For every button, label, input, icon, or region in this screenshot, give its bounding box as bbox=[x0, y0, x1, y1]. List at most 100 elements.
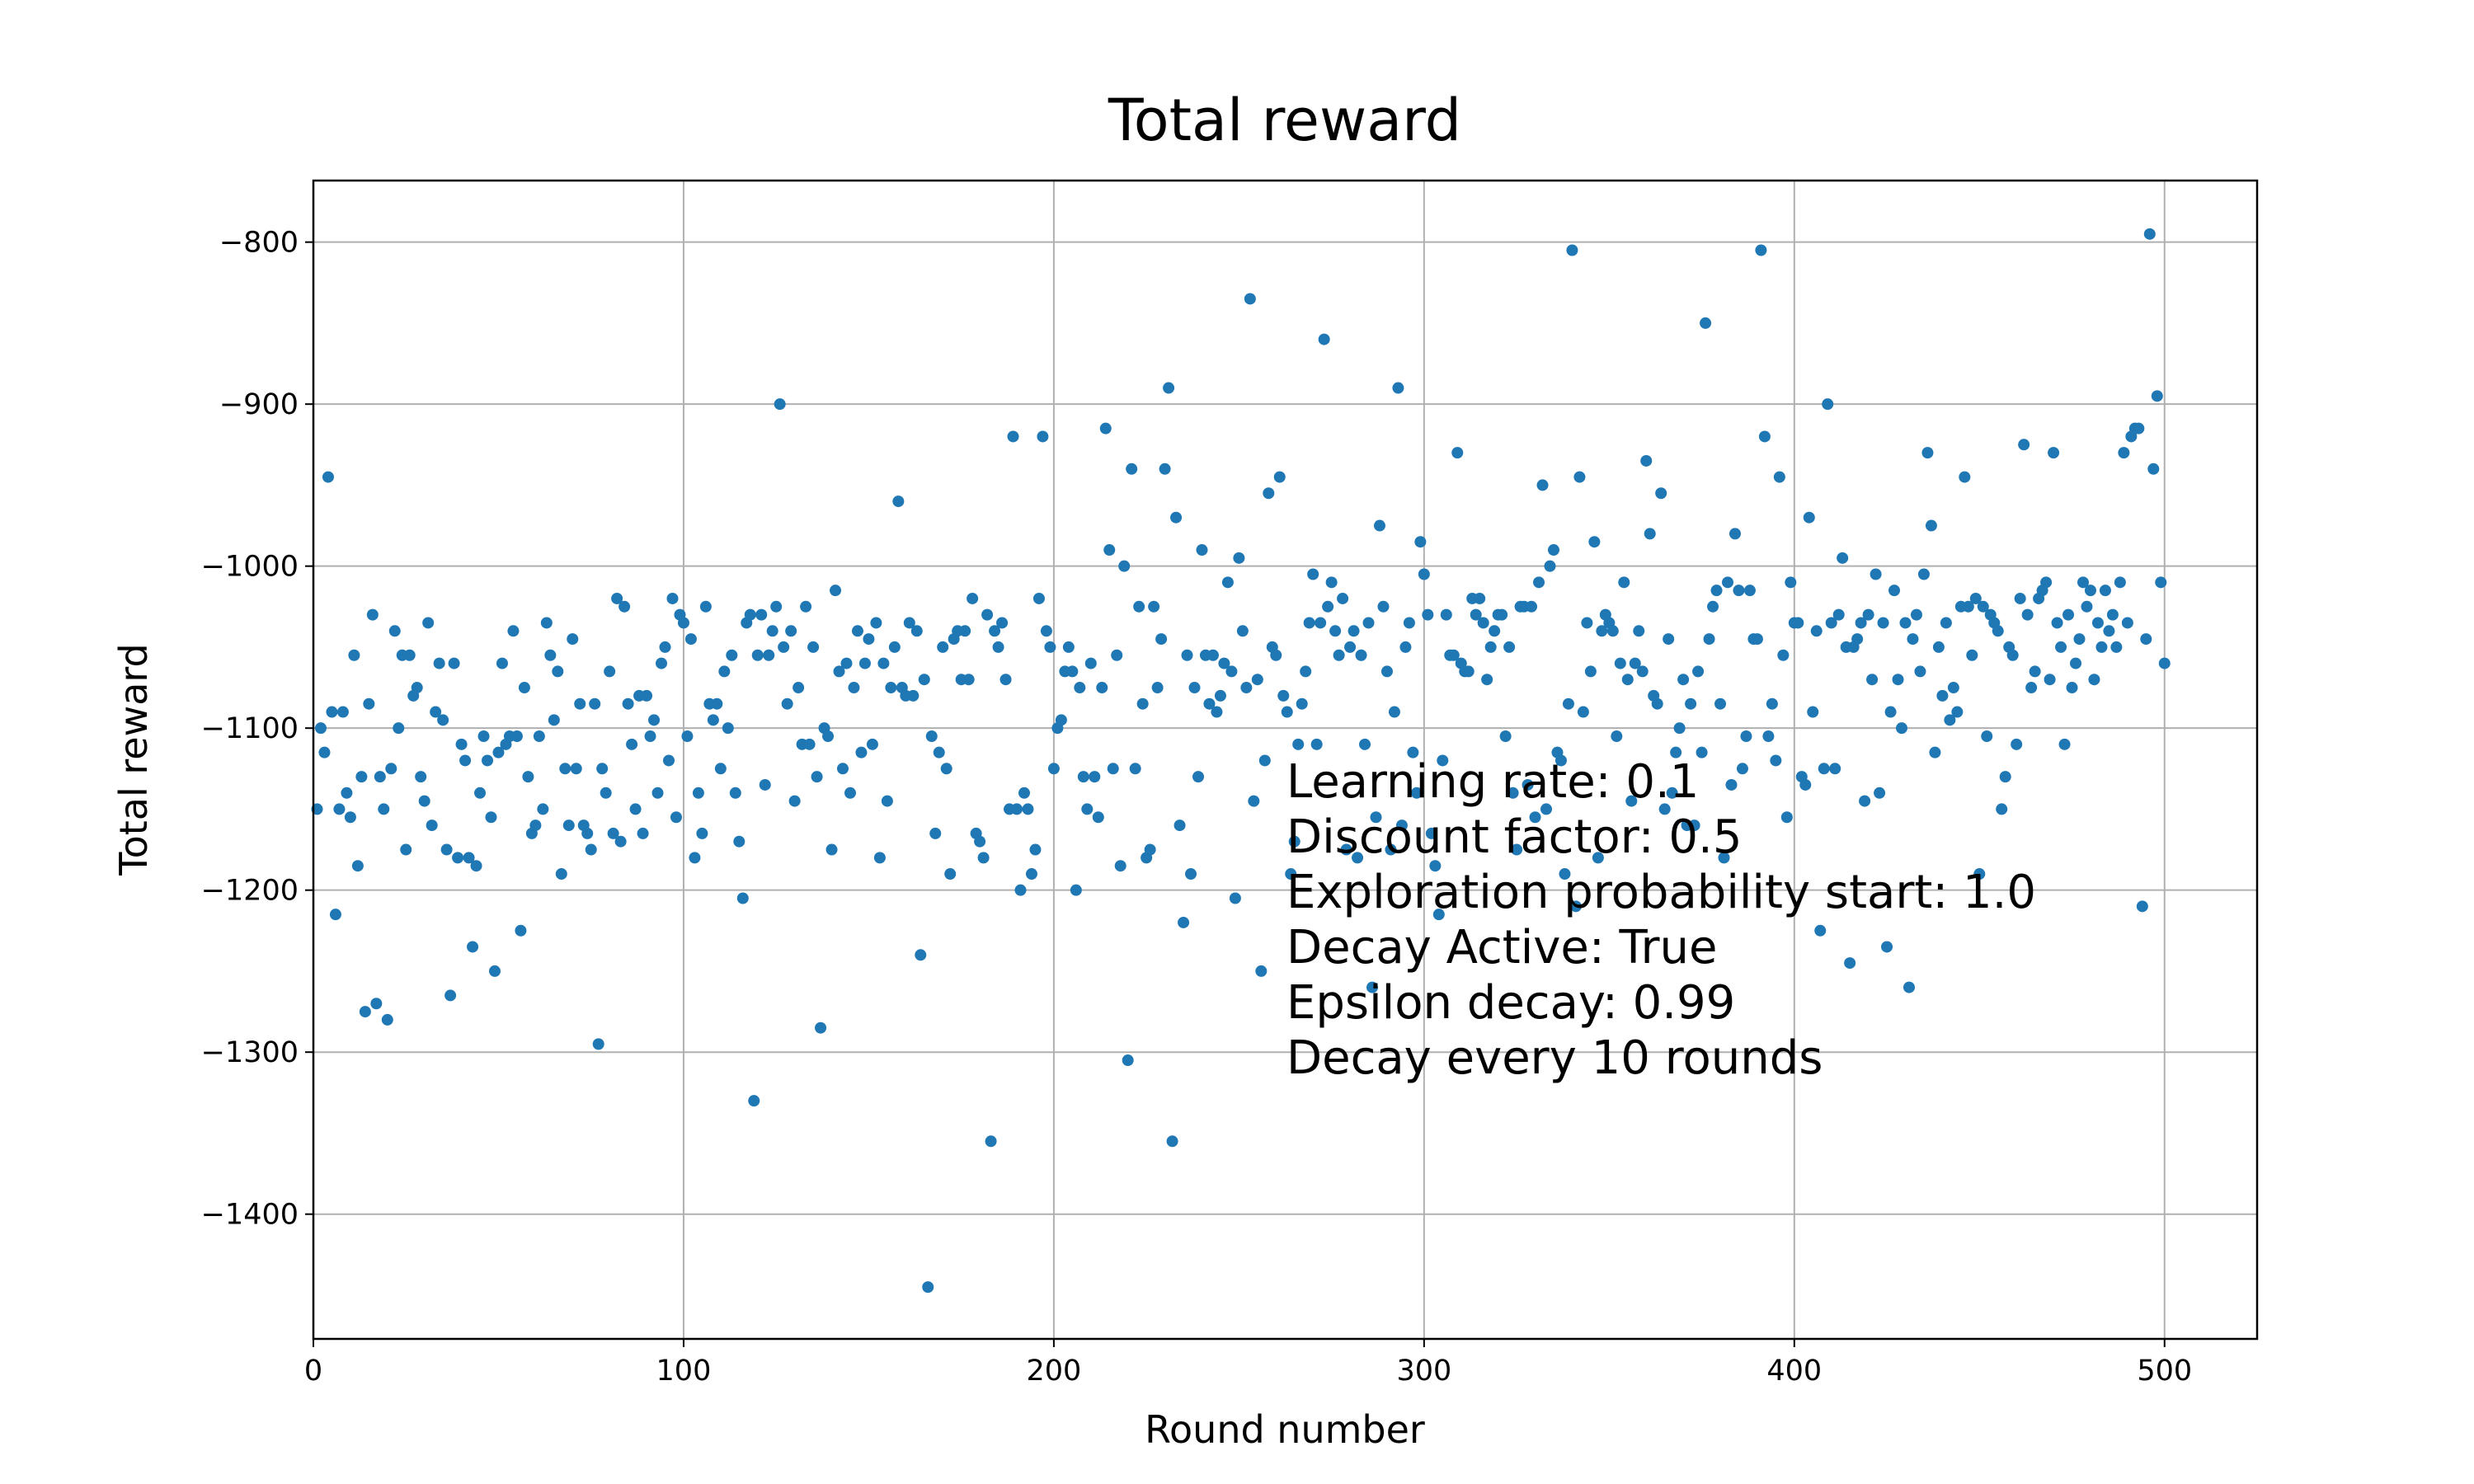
data-point bbox=[426, 819, 438, 832]
data-point bbox=[711, 697, 723, 710]
data-point bbox=[2055, 641, 2067, 653]
data-point bbox=[1721, 576, 1733, 589]
data-point bbox=[600, 787, 612, 799]
data-point bbox=[326, 706, 338, 718]
data-point bbox=[1392, 382, 1404, 394]
data-point bbox=[1474, 592, 1486, 604]
data-point bbox=[1577, 706, 1589, 718]
data-point bbox=[482, 754, 494, 767]
data-point bbox=[692, 787, 704, 799]
y-tick-label: −900 bbox=[219, 388, 299, 421]
data-point bbox=[1429, 860, 1442, 872]
data-point bbox=[1725, 778, 1738, 791]
data-point bbox=[1081, 803, 1094, 815]
data-point bbox=[1103, 544, 1116, 556]
data-point bbox=[1118, 560, 1131, 572]
data-point bbox=[322, 471, 334, 483]
data-point bbox=[1584, 665, 1597, 678]
data-point bbox=[1677, 674, 1690, 686]
data-point bbox=[833, 665, 845, 678]
data-point bbox=[915, 949, 927, 961]
data-point bbox=[1288, 835, 1300, 848]
data-point bbox=[1432, 909, 1445, 921]
data-point bbox=[1236, 625, 1249, 637]
data-point bbox=[351, 860, 364, 872]
data-point bbox=[1707, 600, 1719, 613]
data-point bbox=[318, 746, 331, 758]
y-tick-label: −1200 bbox=[201, 875, 299, 908]
data-point bbox=[1814, 924, 1827, 937]
data-point bbox=[1218, 657, 1230, 669]
data-point bbox=[1077, 771, 1089, 783]
data-point bbox=[933, 746, 945, 758]
data-point bbox=[729, 787, 741, 799]
data-point bbox=[962, 674, 975, 686]
data-point bbox=[567, 633, 579, 646]
data-point bbox=[1044, 641, 1056, 653]
data-point bbox=[1947, 682, 1959, 694]
data-point bbox=[1037, 430, 1049, 443]
data-point bbox=[1655, 487, 1667, 500]
data-point bbox=[622, 697, 634, 710]
data-point bbox=[570, 763, 582, 775]
data-point bbox=[1606, 625, 1619, 637]
data-point bbox=[1829, 763, 1841, 775]
data-point bbox=[1477, 617, 1489, 629]
data-point bbox=[755, 608, 768, 621]
data-point bbox=[1844, 957, 1856, 970]
data-point bbox=[1025, 868, 1037, 881]
data-point bbox=[1874, 787, 1886, 799]
data-point bbox=[415, 771, 427, 783]
data-point bbox=[1315, 617, 1327, 629]
data-point bbox=[1696, 746, 1708, 758]
data-point bbox=[2084, 585, 2096, 597]
data-point bbox=[1663, 633, 1675, 646]
data-point bbox=[940, 763, 952, 775]
data-point bbox=[507, 625, 520, 637]
x-tick-label: 400 bbox=[1766, 1355, 1822, 1388]
data-point bbox=[1859, 795, 1871, 807]
data-point bbox=[1355, 649, 1367, 661]
data-point bbox=[1333, 649, 1345, 661]
data-point bbox=[659, 641, 671, 653]
data-point bbox=[433, 657, 445, 669]
data-point bbox=[922, 1281, 934, 1294]
data-point bbox=[2021, 608, 2034, 621]
data-point bbox=[2066, 682, 2078, 694]
data-point bbox=[1377, 600, 1390, 613]
data-point bbox=[1047, 763, 1060, 775]
data-point bbox=[2088, 674, 2100, 686]
data-point bbox=[1685, 697, 1697, 710]
data-point bbox=[1755, 244, 1767, 256]
data-point bbox=[477, 730, 490, 743]
data-point bbox=[474, 787, 487, 799]
y-tick-label: −1300 bbox=[201, 1036, 299, 1069]
points bbox=[311, 228, 2171, 1294]
data-point bbox=[1296, 697, 1308, 710]
data-point bbox=[403, 649, 416, 661]
data-point bbox=[2103, 625, 2115, 637]
data-point bbox=[681, 730, 694, 743]
data-point bbox=[1692, 665, 1705, 678]
data-point bbox=[877, 657, 890, 669]
data-point bbox=[1529, 811, 1541, 824]
data-point bbox=[1822, 398, 1834, 411]
data-point bbox=[448, 657, 460, 669]
x-tick-label: 0 bbox=[304, 1355, 322, 1388]
data-point bbox=[1111, 649, 1123, 661]
data-point bbox=[381, 1013, 393, 1026]
data-point bbox=[885, 682, 897, 694]
annotation: Exploration probability start: 1.0 bbox=[1286, 866, 2036, 919]
data-point bbox=[344, 811, 356, 824]
axes-frame bbox=[312, 179, 2259, 1341]
data-point bbox=[1733, 585, 1745, 597]
data-point bbox=[766, 625, 778, 637]
data-point bbox=[770, 600, 783, 613]
data-point bbox=[1251, 674, 1263, 686]
data-point bbox=[1996, 803, 2008, 815]
x-tick-label: 100 bbox=[656, 1355, 712, 1388]
data-point bbox=[2025, 682, 2038, 694]
data-point bbox=[1629, 657, 1641, 669]
data-point bbox=[1014, 884, 1027, 896]
